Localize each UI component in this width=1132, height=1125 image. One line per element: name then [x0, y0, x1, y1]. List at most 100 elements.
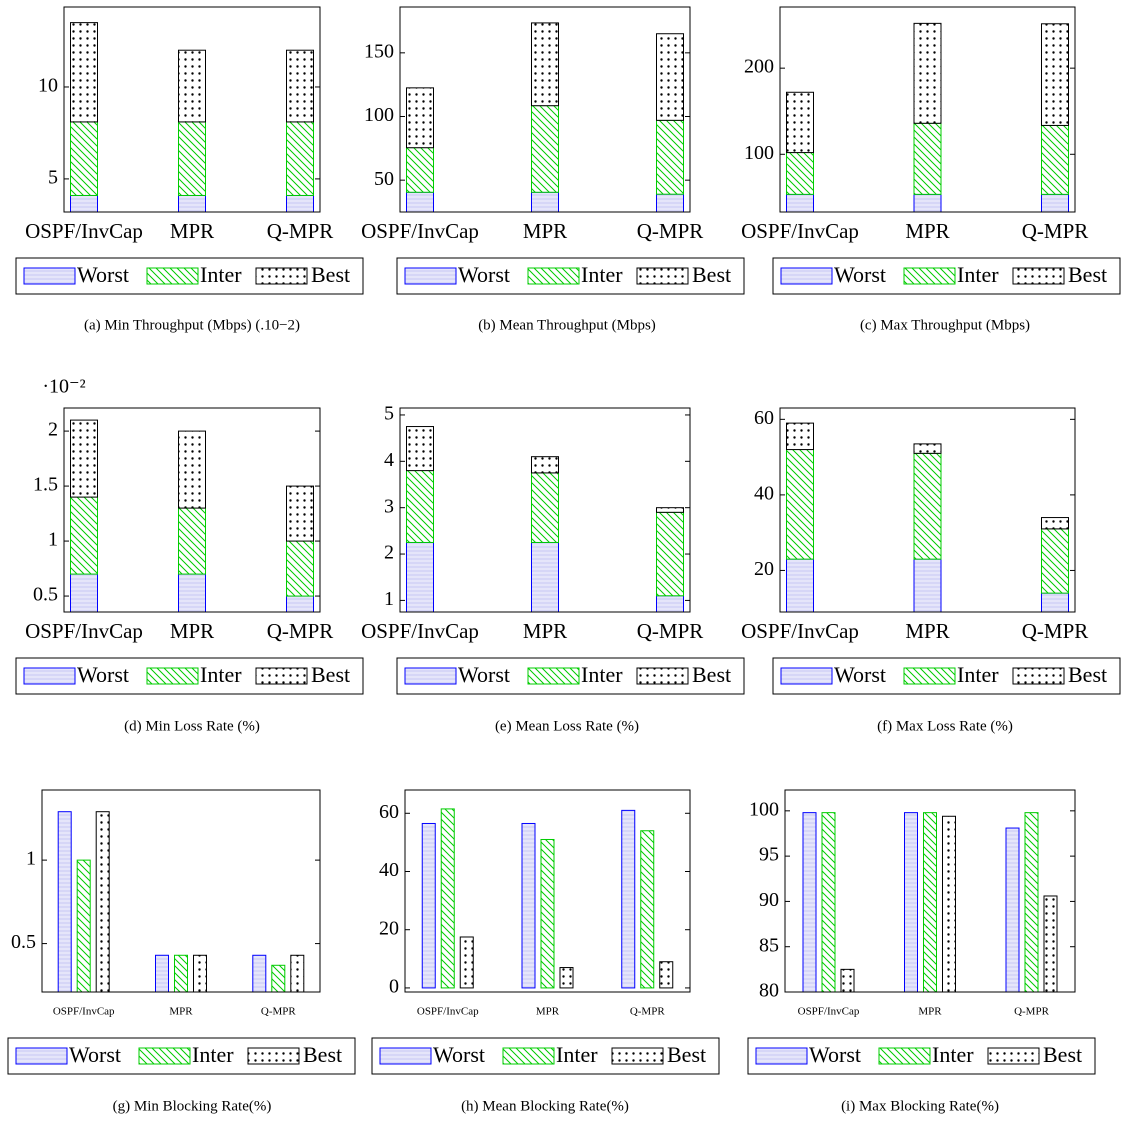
y-tick-label: 0.5	[33, 584, 58, 606]
bar-segment	[286, 595, 314, 613]
y-tick-label: 100	[744, 142, 774, 164]
y-tick-label: 150	[364, 40, 394, 62]
legend-label: Inter	[581, 262, 623, 287]
y-tick-label: 4	[384, 449, 394, 471]
x-tick-label: OSPF/InvCap	[361, 619, 479, 643]
bar-segment	[540, 838, 555, 989]
x-tick-label: OSPF/InvCap	[53, 1006, 115, 1018]
y-tick-label: 85	[759, 934, 779, 956]
axis-frame	[63, 407, 321, 613]
bar-segment	[786, 152, 814, 195]
legend-swatch	[780, 667, 833, 685]
y-tick-label: 60	[754, 407, 774, 429]
x-tick-label: Q-MPR	[630, 1006, 666, 1018]
axis-frame	[63, 6, 321, 213]
bar-segment	[1024, 812, 1039, 993]
bar-segment	[913, 193, 942, 213]
x-tick-label: MPR	[523, 619, 567, 643]
y-tick-label: 40	[754, 482, 774, 504]
legend-swatch	[15, 1047, 68, 1065]
bar-segment	[271, 964, 286, 993]
legend-label: Inter	[200, 662, 242, 687]
bar-segment	[1043, 895, 1058, 993]
y-tick-label: 0	[389, 976, 399, 998]
y-tick-label: 10	[38, 75, 58, 97]
y-tick-label: 100	[749, 798, 779, 820]
bar-segment	[290, 954, 305, 993]
bar-segment	[531, 472, 559, 543]
legend-swatch	[611, 1047, 664, 1065]
legend-swatch	[1012, 267, 1065, 285]
legend-swatch	[23, 667, 76, 685]
legend-label: Best	[667, 1042, 706, 1067]
legend-swatch	[527, 267, 580, 285]
legend-swatch	[146, 267, 199, 285]
x-tick-label: OSPF/InvCap	[361, 219, 479, 243]
legend-label: Worst	[458, 262, 510, 287]
bar-segment	[178, 507, 206, 575]
axis-multiplier: ·10⁻²	[42, 376, 85, 398]
legend-swatch	[636, 267, 689, 285]
bar-segment	[656, 33, 684, 121]
legend-label: Worst	[77, 662, 129, 687]
caption: (f) Max Loss Rate (%)	[877, 718, 1013, 734]
caption: (h) Mean Blocking Rate(%)	[461, 1098, 629, 1114]
legend-label: Inter	[932, 1042, 974, 1067]
y-tick-label: 1	[26, 848, 36, 870]
bar-segment	[286, 121, 314, 196]
bar-segment	[656, 119, 684, 195]
legend-swatch	[404, 667, 457, 685]
x-tick-label: Q-MPR	[267, 219, 334, 243]
bar-segment	[286, 194, 314, 213]
bar-segment	[70, 121, 98, 196]
bar-segment	[70, 22, 98, 123]
bar-segment	[174, 954, 188, 993]
bar-segment	[559, 967, 574, 989]
bar-segment	[252, 954, 267, 993]
legend-label: Worst	[77, 262, 129, 287]
legend-swatch	[878, 1047, 931, 1065]
bar-segment	[1041, 23, 1069, 126]
legend-label: Worst	[433, 1042, 485, 1067]
axis-frame	[779, 407, 1076, 613]
legend-swatch	[379, 1047, 432, 1065]
bar-segment	[1005, 827, 1020, 993]
axis-frame	[399, 407, 691, 613]
bar-segment	[286, 49, 314, 123]
bar-segment	[95, 811, 110, 993]
axis-frame	[399, 6, 691, 213]
x-tick-label: Q-MPR	[1022, 619, 1089, 643]
bar-segment	[1041, 528, 1069, 594]
bar-segment	[786, 422, 814, 451]
y-tick-label: 50	[374, 168, 394, 190]
bar-segment	[942, 815, 956, 993]
y-tick-label: 20	[754, 558, 774, 580]
legend-label: Inter	[957, 262, 999, 287]
legend-label: Best	[692, 662, 731, 687]
legend-swatch	[527, 667, 580, 685]
bar-segment	[178, 194, 206, 213]
legend-swatch	[903, 267, 956, 285]
bar-segment	[286, 540, 314, 597]
x-tick-label: MPR	[169, 1006, 193, 1018]
legend-label: Worst	[809, 1042, 861, 1067]
bar-segment	[656, 193, 684, 213]
bar-segment	[913, 22, 942, 124]
legend-label: Best	[1043, 1042, 1082, 1067]
legend-swatch	[247, 1047, 300, 1065]
bar-segment	[531, 541, 559, 613]
bar-segment	[786, 449, 814, 560]
y-tick-label: 2	[48, 419, 58, 441]
legend-label: Worst	[458, 662, 510, 687]
x-tick-label: OSPF/InvCap	[741, 619, 859, 643]
legend-swatch	[255, 667, 308, 685]
bar-segment	[1041, 517, 1069, 530]
legend-swatch	[903, 667, 956, 685]
bar-segment	[786, 558, 814, 613]
bar-segment	[531, 191, 559, 213]
bar-segment	[656, 507, 684, 513]
legend-swatch	[1012, 667, 1065, 685]
bar-segment	[656, 511, 684, 597]
bar-segment	[904, 812, 918, 993]
